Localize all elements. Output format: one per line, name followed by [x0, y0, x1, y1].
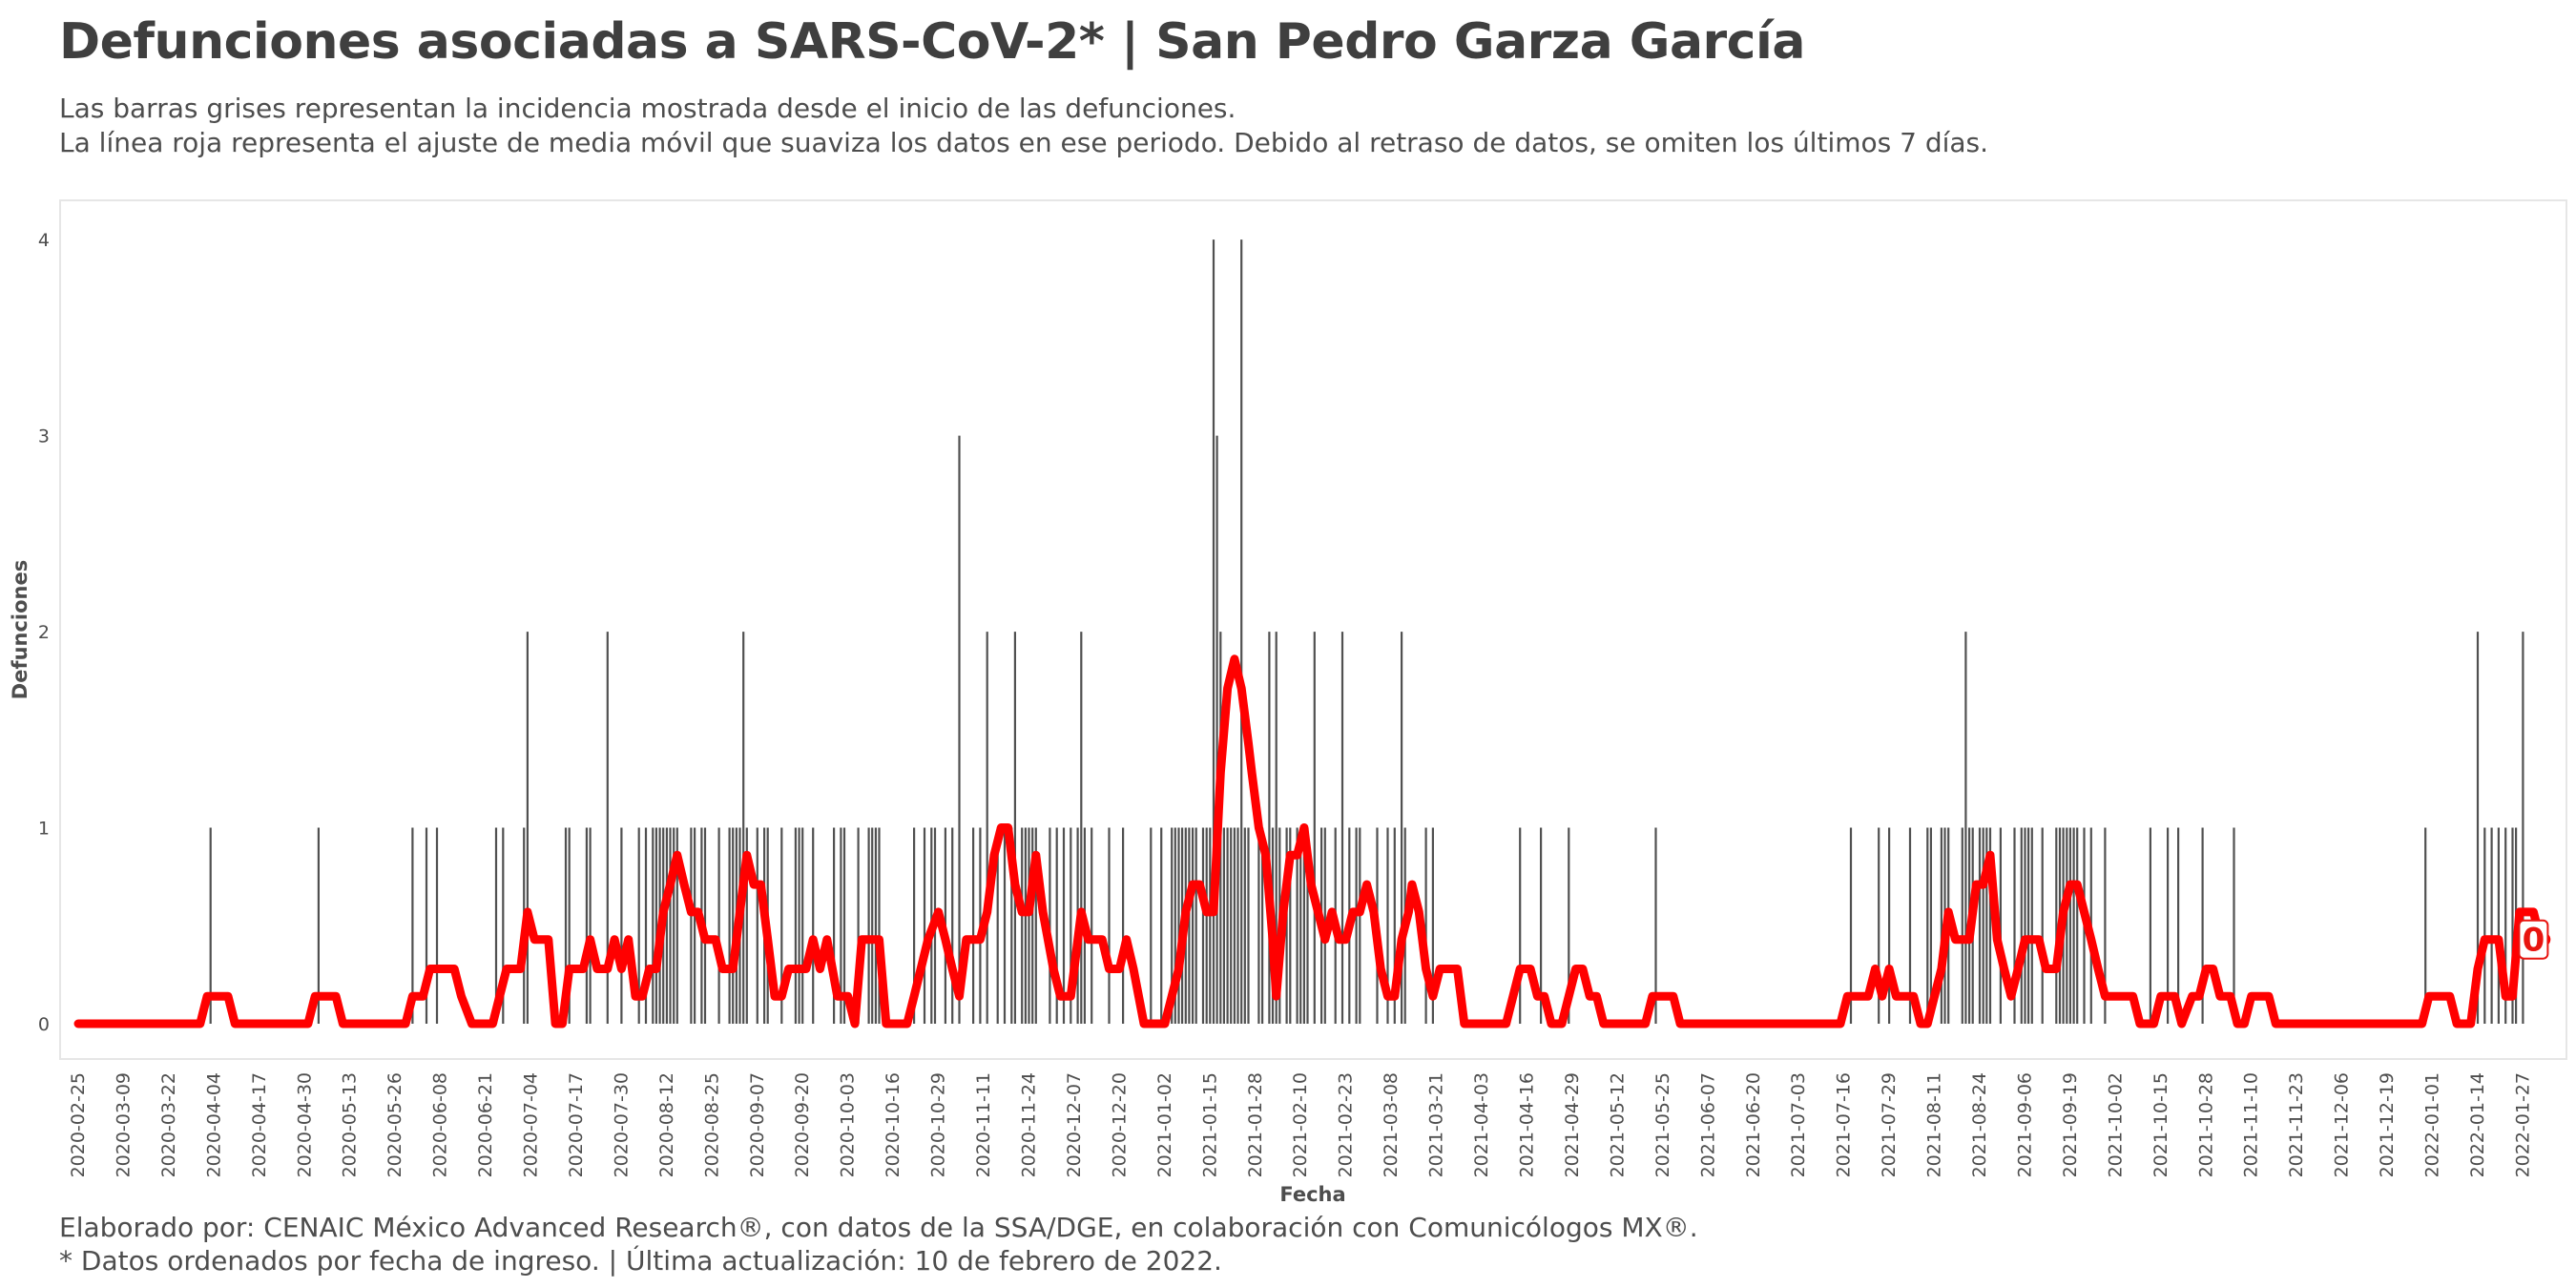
- x-tick-label: 2020-12-07: [1064, 1072, 1085, 1177]
- x-tick-label: 2021-03-08: [1381, 1072, 1402, 1177]
- x-tick-label: 2020-02-25: [68, 1072, 89, 1177]
- x-tick-label: 2020-08-12: [656, 1072, 677, 1177]
- x-tick-label: 2021-01-28: [1245, 1072, 1266, 1177]
- x-tick-label: 2020-07-30: [611, 1072, 632, 1177]
- y-tick-label: 3: [38, 426, 50, 447]
- x-tick-label: 2021-04-03: [1471, 1072, 1492, 1177]
- bars-layer: [209, 239, 2524, 1024]
- end-value-label-text: 0: [2523, 922, 2545, 960]
- end-value-label: 0: [2518, 919, 2549, 960]
- x-tick-label: 2021-05-12: [1607, 1072, 1628, 1177]
- x-tick-label: 2021-04-16: [1517, 1072, 1538, 1177]
- x-tick-label: 2021-07-03: [1788, 1072, 1809, 1177]
- x-tick-label: 2020-12-20: [1109, 1072, 1130, 1177]
- x-tick-label: 2020-07-04: [521, 1072, 542, 1177]
- x-tick-label: 2021-09-19: [2060, 1072, 2081, 1177]
- x-tick-label: 2021-12-19: [2377, 1072, 2398, 1177]
- chart-title: Defunciones asociadas a SARS-CoV-2* | Sa…: [59, 13, 1805, 71]
- moving-average-line: [73, 654, 2548, 1028]
- x-tick-label: 2021-10-02: [2105, 1072, 2126, 1177]
- x-tick-label: 2021-12-06: [2332, 1072, 2353, 1177]
- x-tick-label: 2020-09-20: [792, 1072, 813, 1177]
- footer-caption-line-1: Elaborado por: CENAIC México Advanced Re…: [59, 1212, 1698, 1243]
- x-tick-label: 2021-09-06: [2015, 1072, 2036, 1177]
- x-tick-label: 2020-10-03: [838, 1072, 859, 1177]
- x-tick-label: 2020-04-30: [294, 1072, 315, 1177]
- x-tick-label: 2021-05-25: [1652, 1072, 1673, 1177]
- x-tick-label: 2020-10-16: [883, 1072, 904, 1177]
- x-tick-label: 2021-10-28: [2195, 1072, 2216, 1177]
- x-tick-label: 2021-11-10: [2241, 1072, 2262, 1177]
- chart-subtitle-line-1: Las barras grises representan la inciden…: [59, 93, 1236, 124]
- x-tick-label: 2021-03-21: [1426, 1072, 1447, 1177]
- footer-caption-line-2: * Datos ordenados por fecha de ingreso. …: [59, 1245, 1222, 1277]
- chart-subtitle-line-2: La línea roja representa el ajuste de me…: [59, 127, 1989, 158]
- y-tick-label: 4: [38, 230, 50, 251]
- x-tick-label: 2021-01-15: [1199, 1072, 1220, 1177]
- x-tick-label: 2021-07-16: [1834, 1072, 1855, 1177]
- x-tick-label: 2021-10-15: [2150, 1072, 2171, 1177]
- x-tick-label: 2020-07-17: [566, 1072, 587, 1177]
- x-tick-label: 2021-07-29: [1879, 1072, 1900, 1177]
- y-axis-title: Defunciones: [9, 560, 31, 699]
- x-tick-label: 2021-01-02: [1154, 1072, 1175, 1177]
- x-tick-label: 2020-09-07: [747, 1072, 768, 1177]
- x-tick-label: 2020-04-17: [249, 1072, 270, 1177]
- x-tick-label: 2021-11-23: [2286, 1072, 2307, 1177]
- x-tick-label: 2020-05-13: [340, 1072, 361, 1177]
- x-tick-label: 2020-10-29: [928, 1072, 949, 1177]
- x-tick-label: 2021-02-10: [1290, 1072, 1311, 1177]
- y-tick-label: 1: [38, 819, 50, 840]
- y-tick-label: 2: [38, 622, 50, 643]
- x-tick-label: 2020-11-11: [973, 1072, 994, 1177]
- x-axis: 2020-02-25 2020-03-09 2020-03-22 2020-04-04…: [68, 1072, 2533, 1177]
- x-tick-label: 2020-06-21: [475, 1072, 496, 1177]
- x-tick-label: 2021-08-24: [1969, 1072, 1990, 1177]
- x-tick-label: 2021-02-23: [1336, 1072, 1357, 1177]
- x-tick-label: 2022-01-27: [2512, 1072, 2533, 1177]
- x-tick-label: 2020-03-22: [158, 1072, 179, 1177]
- x-tick-label: 2022-01-14: [2467, 1072, 2488, 1177]
- x-tick-label: 2021-06-07: [1697, 1072, 1718, 1177]
- x-tick-label: 2021-08-11: [1924, 1072, 1945, 1177]
- x-tick-label: 2020-04-04: [203, 1072, 224, 1177]
- x-tick-label: 2022-01-01: [2422, 1072, 2443, 1177]
- x-tick-label: 2020-11-24: [1019, 1072, 1040, 1177]
- y-tick-label: 0: [38, 1014, 50, 1035]
- x-axis-title: Fecha: [1279, 1183, 1345, 1206]
- end-value-label-box: [2518, 919, 2549, 960]
- y-axis: 0 1 2 3 4: [38, 230, 50, 1035]
- x-tick-label: 2021-06-20: [1743, 1072, 1764, 1177]
- x-tick-label: 2020-03-09: [114, 1072, 135, 1177]
- x-tick-label: 2021-04-29: [1562, 1072, 1583, 1177]
- plot-panel: [59, 199, 2567, 1060]
- x-tick-label: 2020-05-26: [384, 1072, 405, 1177]
- x-tick-label: 2020-08-25: [701, 1072, 722, 1177]
- x-tick-label: 2020-06-08: [430, 1072, 451, 1177]
